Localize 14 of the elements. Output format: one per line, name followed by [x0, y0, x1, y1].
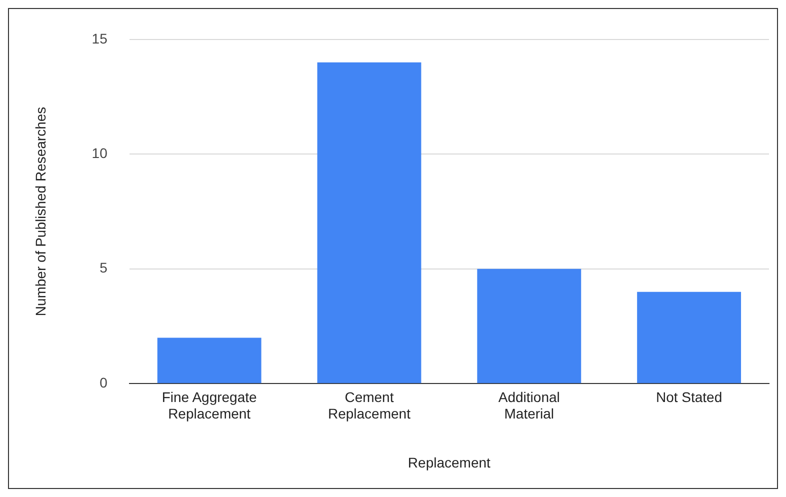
- y-tick-label: 0: [100, 374, 108, 390]
- x-axis-title: Replacement: [408, 454, 491, 470]
- x-tick-label: Not Stated: [656, 388, 722, 405]
- y-tick-label: 5: [100, 260, 108, 276]
- x-tick-label: Fine Aggregate Replacement: [162, 388, 258, 422]
- bar: [477, 268, 582, 384]
- x-tick-label: Additional Material: [498, 388, 560, 422]
- bar: [317, 62, 422, 384]
- y-tick-label: 15: [92, 30, 108, 46]
- y-tick-label: 10: [92, 144, 108, 161]
- x-tick-label: Cement Replacement: [328, 388, 411, 422]
- bar: [157, 338, 262, 384]
- bar: [637, 292, 742, 384]
- y-axis-title: Number of Published Researches: [32, 106, 48, 316]
